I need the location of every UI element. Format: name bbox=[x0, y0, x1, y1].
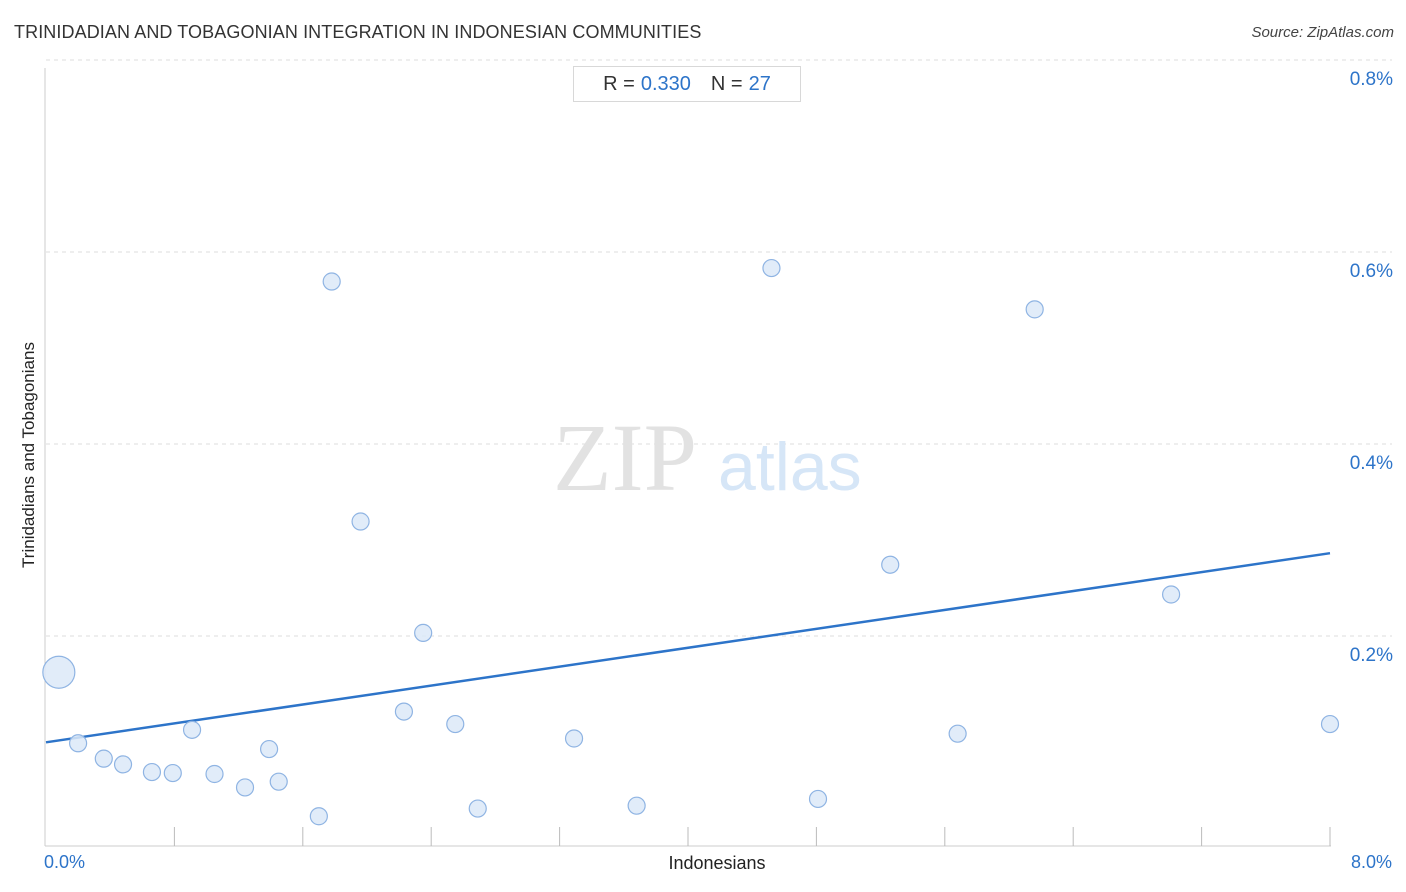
data-point bbox=[394, 702, 414, 721]
y-tick-label: 0.8% bbox=[1350, 69, 1393, 90]
data-point bbox=[351, 512, 370, 531]
data-point bbox=[94, 749, 113, 768]
x-tick-label-max: 8.0% bbox=[1350, 852, 1392, 872]
data-point bbox=[414, 623, 433, 642]
data-point bbox=[182, 720, 202, 739]
y-axis-label: Trinidadians and Tobagonians bbox=[19, 342, 38, 568]
y-tick-label: 0.6% bbox=[1350, 261, 1393, 282]
data-point bbox=[564, 729, 584, 748]
x-tick-label-min: 0.0% bbox=[44, 852, 86, 872]
data-point bbox=[163, 763, 182, 783]
grid-layer bbox=[46, 59, 1392, 637]
trend-line bbox=[45, 551, 1331, 744]
data-point bbox=[205, 764, 224, 784]
data-point bbox=[259, 739, 279, 759]
data-point bbox=[948, 724, 967, 743]
data-point bbox=[446, 714, 465, 734]
n-label: N = bbox=[710, 72, 743, 95]
watermark-zip: ZIP bbox=[553, 404, 697, 511]
point-layer bbox=[42, 258, 1340, 826]
data-point bbox=[468, 799, 487, 818]
chart-title: TRINIDADIAN AND TOBAGONIAN INTEGRATION I… bbox=[14, 22, 702, 42]
data-point bbox=[627, 796, 646, 815]
data-point bbox=[322, 272, 341, 291]
data-point bbox=[1162, 585, 1181, 604]
x-axis-label: Indonesians bbox=[668, 853, 766, 873]
y-tick-label: 0.2% bbox=[1350, 645, 1393, 666]
data-point bbox=[1025, 300, 1044, 319]
watermark-atlas: atlas bbox=[718, 429, 862, 505]
r-label: R = bbox=[603, 72, 635, 95]
data-point bbox=[881, 555, 900, 574]
watermark: ZIP atlas bbox=[553, 404, 862, 511]
data-point bbox=[309, 807, 328, 826]
y-tick-label: 0.4% bbox=[1350, 453, 1393, 474]
data-point bbox=[1320, 714, 1340, 734]
data-point bbox=[269, 772, 288, 791]
data-point bbox=[808, 789, 828, 809]
data-point bbox=[762, 258, 781, 278]
r-value: 0.330 bbox=[640, 72, 691, 95]
trend-layer bbox=[45, 551, 1331, 744]
data-point bbox=[142, 762, 162, 782]
source-label: Source: ZipAtlas.com bbox=[1251, 24, 1394, 41]
stats-box: R = 0.330 N = 27 bbox=[573, 66, 801, 102]
axis-layer bbox=[44, 68, 1331, 847]
data-point bbox=[68, 734, 88, 753]
data-point bbox=[235, 778, 255, 797]
n-value: 27 bbox=[748, 72, 771, 95]
data-point bbox=[42, 655, 76, 689]
y-tick-layer: 0.2% 0.4% 0.6% 0.8% bbox=[1350, 69, 1393, 666]
data-point bbox=[113, 755, 133, 774]
